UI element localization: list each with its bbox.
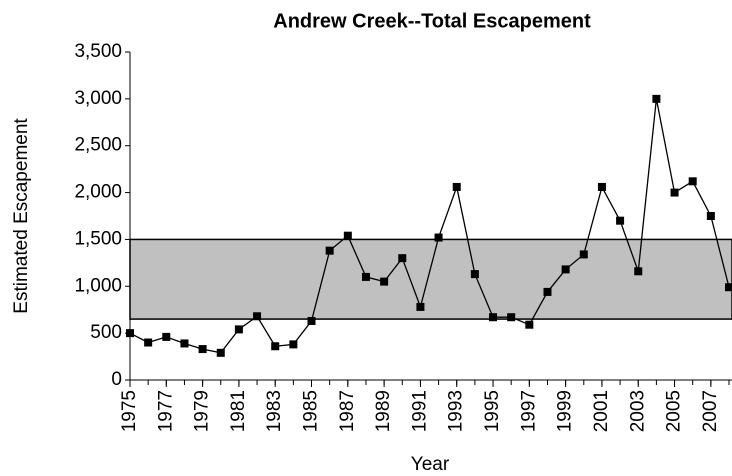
data-point <box>198 345 207 354</box>
data-point <box>343 231 352 240</box>
data-point <box>380 277 389 286</box>
data-point <box>126 329 134 338</box>
data-point <box>325 246 334 255</box>
x-tick-label: 1997 <box>518 390 539 432</box>
data-point <box>289 340 298 349</box>
data-point <box>543 287 552 296</box>
data-point <box>144 338 153 347</box>
x-tick-label: 1995 <box>482 390 503 432</box>
data-point <box>652 94 661 103</box>
data-point <box>180 339 189 348</box>
x-axis-label: Year <box>411 454 450 475</box>
y-tick-label: 0 <box>111 369 122 390</box>
data-point <box>561 265 570 274</box>
x-tick-label: 1991 <box>409 390 430 432</box>
data-point <box>489 313 498 322</box>
x-tick-label: 1993 <box>446 390 467 432</box>
data-point <box>271 342 280 351</box>
y-tick-label: 3,000 <box>74 88 122 109</box>
x-tick-label: 1983 <box>264 390 285 432</box>
y-tick-label: 2,000 <box>74 182 122 203</box>
x-tick-label: 2005 <box>664 390 685 432</box>
data-point <box>688 177 697 186</box>
y-tick-label: 3,500 <box>74 41 122 62</box>
data-point <box>398 254 407 263</box>
y-tick-label: 500 <box>90 322 122 343</box>
data-point <box>234 325 243 334</box>
data-point <box>525 320 534 329</box>
x-tick-label: 2001 <box>591 390 612 432</box>
y-tick-label: 1,000 <box>74 275 122 296</box>
x-tick-label: 1989 <box>373 390 394 432</box>
data-point <box>579 250 588 259</box>
y-axis-label: Estimated Escapement <box>11 118 32 314</box>
data-point <box>307 316 316 325</box>
data-point <box>434 233 443 242</box>
x-tick-label: 1999 <box>555 390 576 432</box>
chart-title: Andrew Creek--Total Escapement <box>273 10 591 32</box>
data-point <box>361 272 370 281</box>
x-tick-label: 1985 <box>301 390 322 432</box>
data-point <box>253 312 262 321</box>
data-point <box>616 216 625 225</box>
data-point <box>162 332 171 341</box>
target-band <box>129 238 732 320</box>
y-tick-label: 1,500 <box>74 228 122 249</box>
data-point <box>725 283 732 292</box>
data-point <box>507 313 516 322</box>
x-tick-label: 1979 <box>192 390 213 432</box>
x-tick-label: 1977 <box>155 390 176 432</box>
y-tick-label: 2,500 <box>74 135 122 156</box>
x-tick-label: 2003 <box>627 390 648 432</box>
x-tick-label: 1981 <box>228 390 249 432</box>
series-line <box>129 98 730 354</box>
data-point <box>597 182 606 191</box>
x-tick-label: 1975 <box>119 390 140 432</box>
data-point <box>416 302 425 311</box>
x-tick-label: 2007 <box>700 390 721 432</box>
data-point <box>452 182 461 191</box>
x-tick-label: 1987 <box>337 390 358 432</box>
data-point <box>706 212 715 220</box>
data-point <box>634 267 643 276</box>
data-point <box>670 188 679 197</box>
data-point <box>216 348 225 357</box>
data-point <box>470 270 479 279</box>
